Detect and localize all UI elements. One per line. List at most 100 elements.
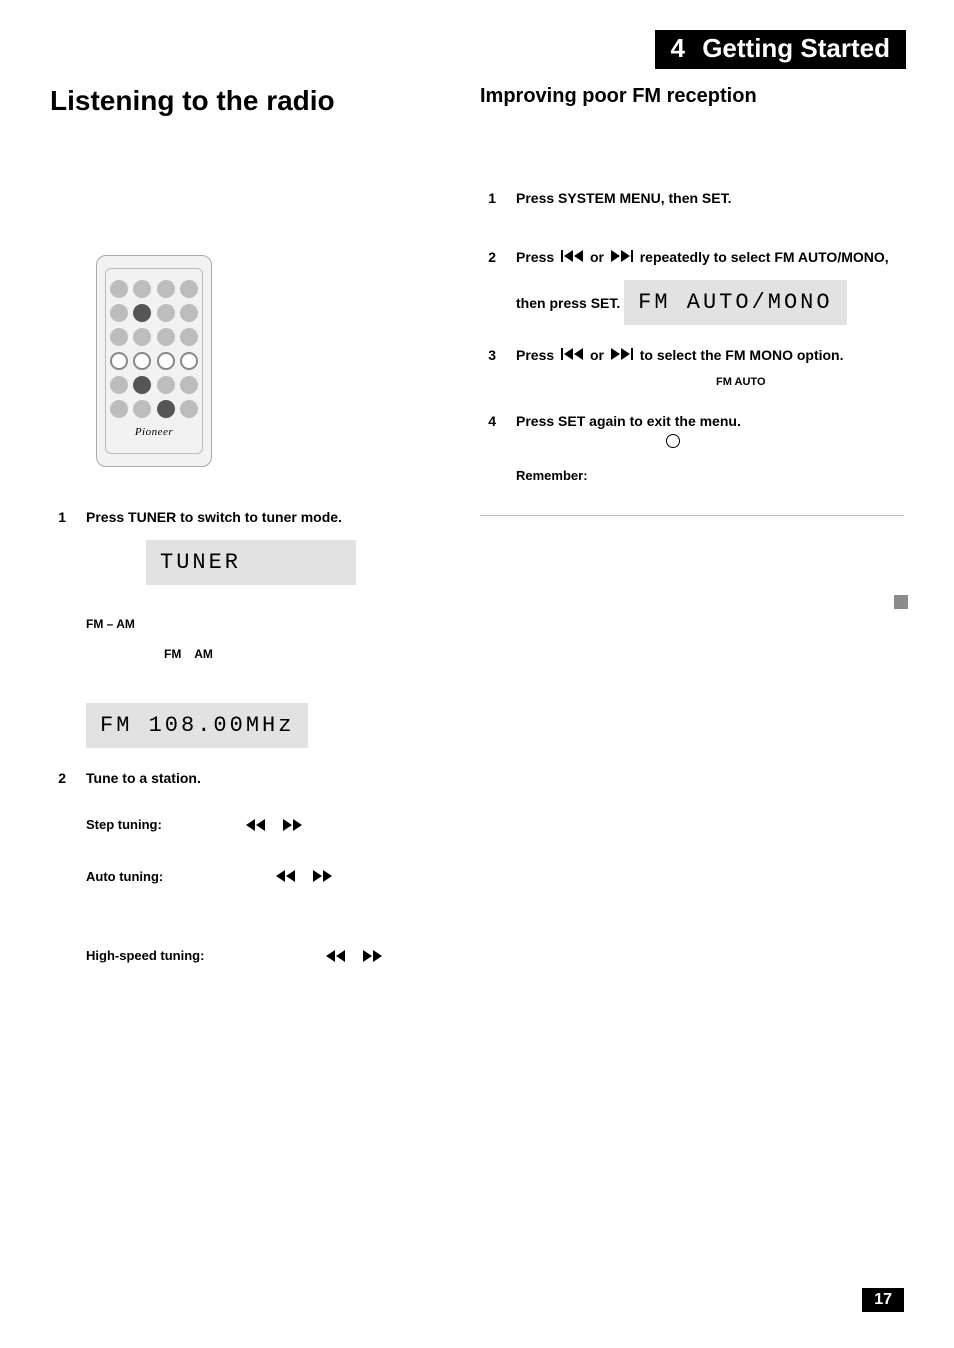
- step-body: Press SET again to exit the menu. Rememb…: [516, 411, 904, 486]
- remote-button: [110, 400, 128, 418]
- forward-icon: [283, 819, 302, 831]
- next-icon: [611, 250, 633, 262]
- step-text-b: or: [590, 347, 604, 363]
- remote-row-2: [107, 304, 201, 322]
- remote-button: [110, 304, 128, 322]
- step-text: Press SYSTEM MENU, then SET.: [516, 190, 732, 206]
- step-tuning-row: Step tuning:: [86, 815, 450, 835]
- remote-button: [157, 328, 175, 346]
- remote-illustration: Pioneer: [96, 255, 212, 467]
- right-column: Improving poor FM reception 1 Press SYST…: [480, 85, 904, 966]
- right-step-1: 1 Press SYSTEM MENU, then SET.: [480, 188, 904, 209]
- fm-auto-note: FM AUTO: [716, 374, 904, 391]
- remote-button: [180, 400, 198, 418]
- am-label: AM: [194, 647, 213, 661]
- arrow-group: [276, 870, 332, 882]
- step-number: 4: [480, 411, 496, 486]
- right-step-4: 4 Press SET again to exit the menu. Reme…: [480, 411, 904, 486]
- remote-button-ring: [157, 352, 175, 370]
- step-text-a: Press: [516, 347, 554, 363]
- step-text-c: to select the FM MONO option.: [640, 347, 844, 363]
- left-step-2: 2 Tune to a station. Step tuning: Auto t…: [50, 768, 450, 966]
- remote-button: [133, 400, 151, 418]
- step-body: Press or to select the FM MONO option. F…: [516, 345, 904, 391]
- step-tuning-label: Step tuning:: [86, 815, 246, 835]
- remember-label: Remember:: [516, 466, 904, 486]
- remote-button-dark: [133, 376, 151, 394]
- remote-button: [157, 376, 175, 394]
- content-columns: Listening to the radio: [50, 85, 904, 966]
- remote-button-dark: [157, 400, 175, 418]
- step-text-a: Press: [516, 249, 554, 265]
- left-column: Listening to the radio: [50, 85, 450, 966]
- step-number: 2: [50, 768, 66, 966]
- prev-icon: [561, 348, 583, 360]
- remote-button: [110, 376, 128, 394]
- circle-icon: [666, 434, 680, 448]
- forward-icon: [363, 950, 382, 962]
- remote-button: [157, 280, 175, 298]
- step-number: 1: [480, 188, 496, 209]
- high-speed-tuning-label: High-speed tuning:: [86, 946, 326, 966]
- remote-button-dark: [133, 304, 151, 322]
- remote-button: [157, 304, 175, 322]
- right-step-3: 3 Press or to select the FM MONO option.…: [480, 345, 904, 391]
- auto-tuning-label: Auto tuning:: [86, 867, 276, 887]
- step-text: Tune to a station.: [86, 770, 201, 786]
- page-number: 17: [862, 1288, 904, 1312]
- rewind-icon: [276, 870, 295, 882]
- remote-button-ring: [133, 352, 151, 370]
- chapter-title: Getting Started: [702, 33, 890, 63]
- section-heading-left: Listening to the radio: [50, 85, 450, 117]
- lcd-display-tuner: TUNER: [146, 540, 356, 585]
- fm-label: FM: [164, 647, 181, 661]
- remote-button: [180, 376, 198, 394]
- step-body: Press or repeatedly to select FM AUTO/MO…: [516, 247, 904, 325]
- step-body: Press SYSTEM MENU, then SET.: [516, 188, 904, 209]
- remote-button: [180, 328, 198, 346]
- remote-row-5: [107, 376, 201, 394]
- lcd-display-frequency: FM 108.00MHz: [86, 703, 308, 748]
- remote-row-3: [107, 328, 201, 346]
- left-step-1: 1 Press TUNER to switch to tuner mode. T…: [50, 507, 450, 748]
- page: 4 Getting Started Listening to the radio: [0, 0, 954, 1348]
- step-number: 1: [50, 507, 66, 748]
- remote-button: [110, 328, 128, 346]
- divider: [480, 515, 904, 516]
- right-step-2: 2 Press or repeatedly to select FM AUTO/…: [480, 247, 904, 325]
- remote-button: [133, 280, 151, 298]
- remote-brand-label: Pioneer: [107, 426, 201, 438]
- remote-row-6: [107, 400, 201, 418]
- step-body: Tune to a station. Step tuning: Auto tun…: [86, 768, 450, 966]
- chapter-header: 4 Getting Started: [655, 30, 907, 69]
- fm-am-label: FM – AM: [86, 615, 450, 633]
- remote-button-ring: [180, 352, 198, 370]
- chapter-number: 4: [671, 33, 685, 63]
- rewind-icon: [326, 950, 345, 962]
- next-icon: [611, 348, 633, 360]
- remote-button: [133, 328, 151, 346]
- high-speed-tuning-row: High-speed tuning:: [86, 946, 450, 966]
- arrow-group: [326, 950, 382, 962]
- side-tab: [894, 595, 908, 609]
- remote-row-1: [107, 280, 201, 298]
- step-text: Press TUNER to switch to tuner mode.: [86, 509, 342, 525]
- lcd-display-fmauto: FM AUTO/MONO: [624, 280, 846, 325]
- step-text-b: or: [590, 249, 604, 265]
- step-number: 2: [480, 247, 496, 325]
- section-heading-right: Improving poor FM reception: [480, 85, 904, 108]
- remote-button-ring: [110, 352, 128, 370]
- forward-icon: [313, 870, 332, 882]
- remote-button: [180, 280, 198, 298]
- step-body: Press TUNER to switch to tuner mode. TUN…: [86, 507, 450, 748]
- step-number: 3: [480, 345, 496, 391]
- prev-icon: [561, 250, 583, 262]
- rewind-icon: [246, 819, 265, 831]
- step-text: Press SET again to exit the menu.: [516, 413, 741, 429]
- remote-row-4: [107, 352, 201, 370]
- remote-button: [110, 280, 128, 298]
- fm-am-sub: FM AM: [164, 645, 450, 663]
- auto-tuning-row: Auto tuning:: [86, 867, 450, 887]
- arrow-group: [246, 819, 302, 831]
- remote-button: [180, 304, 198, 322]
